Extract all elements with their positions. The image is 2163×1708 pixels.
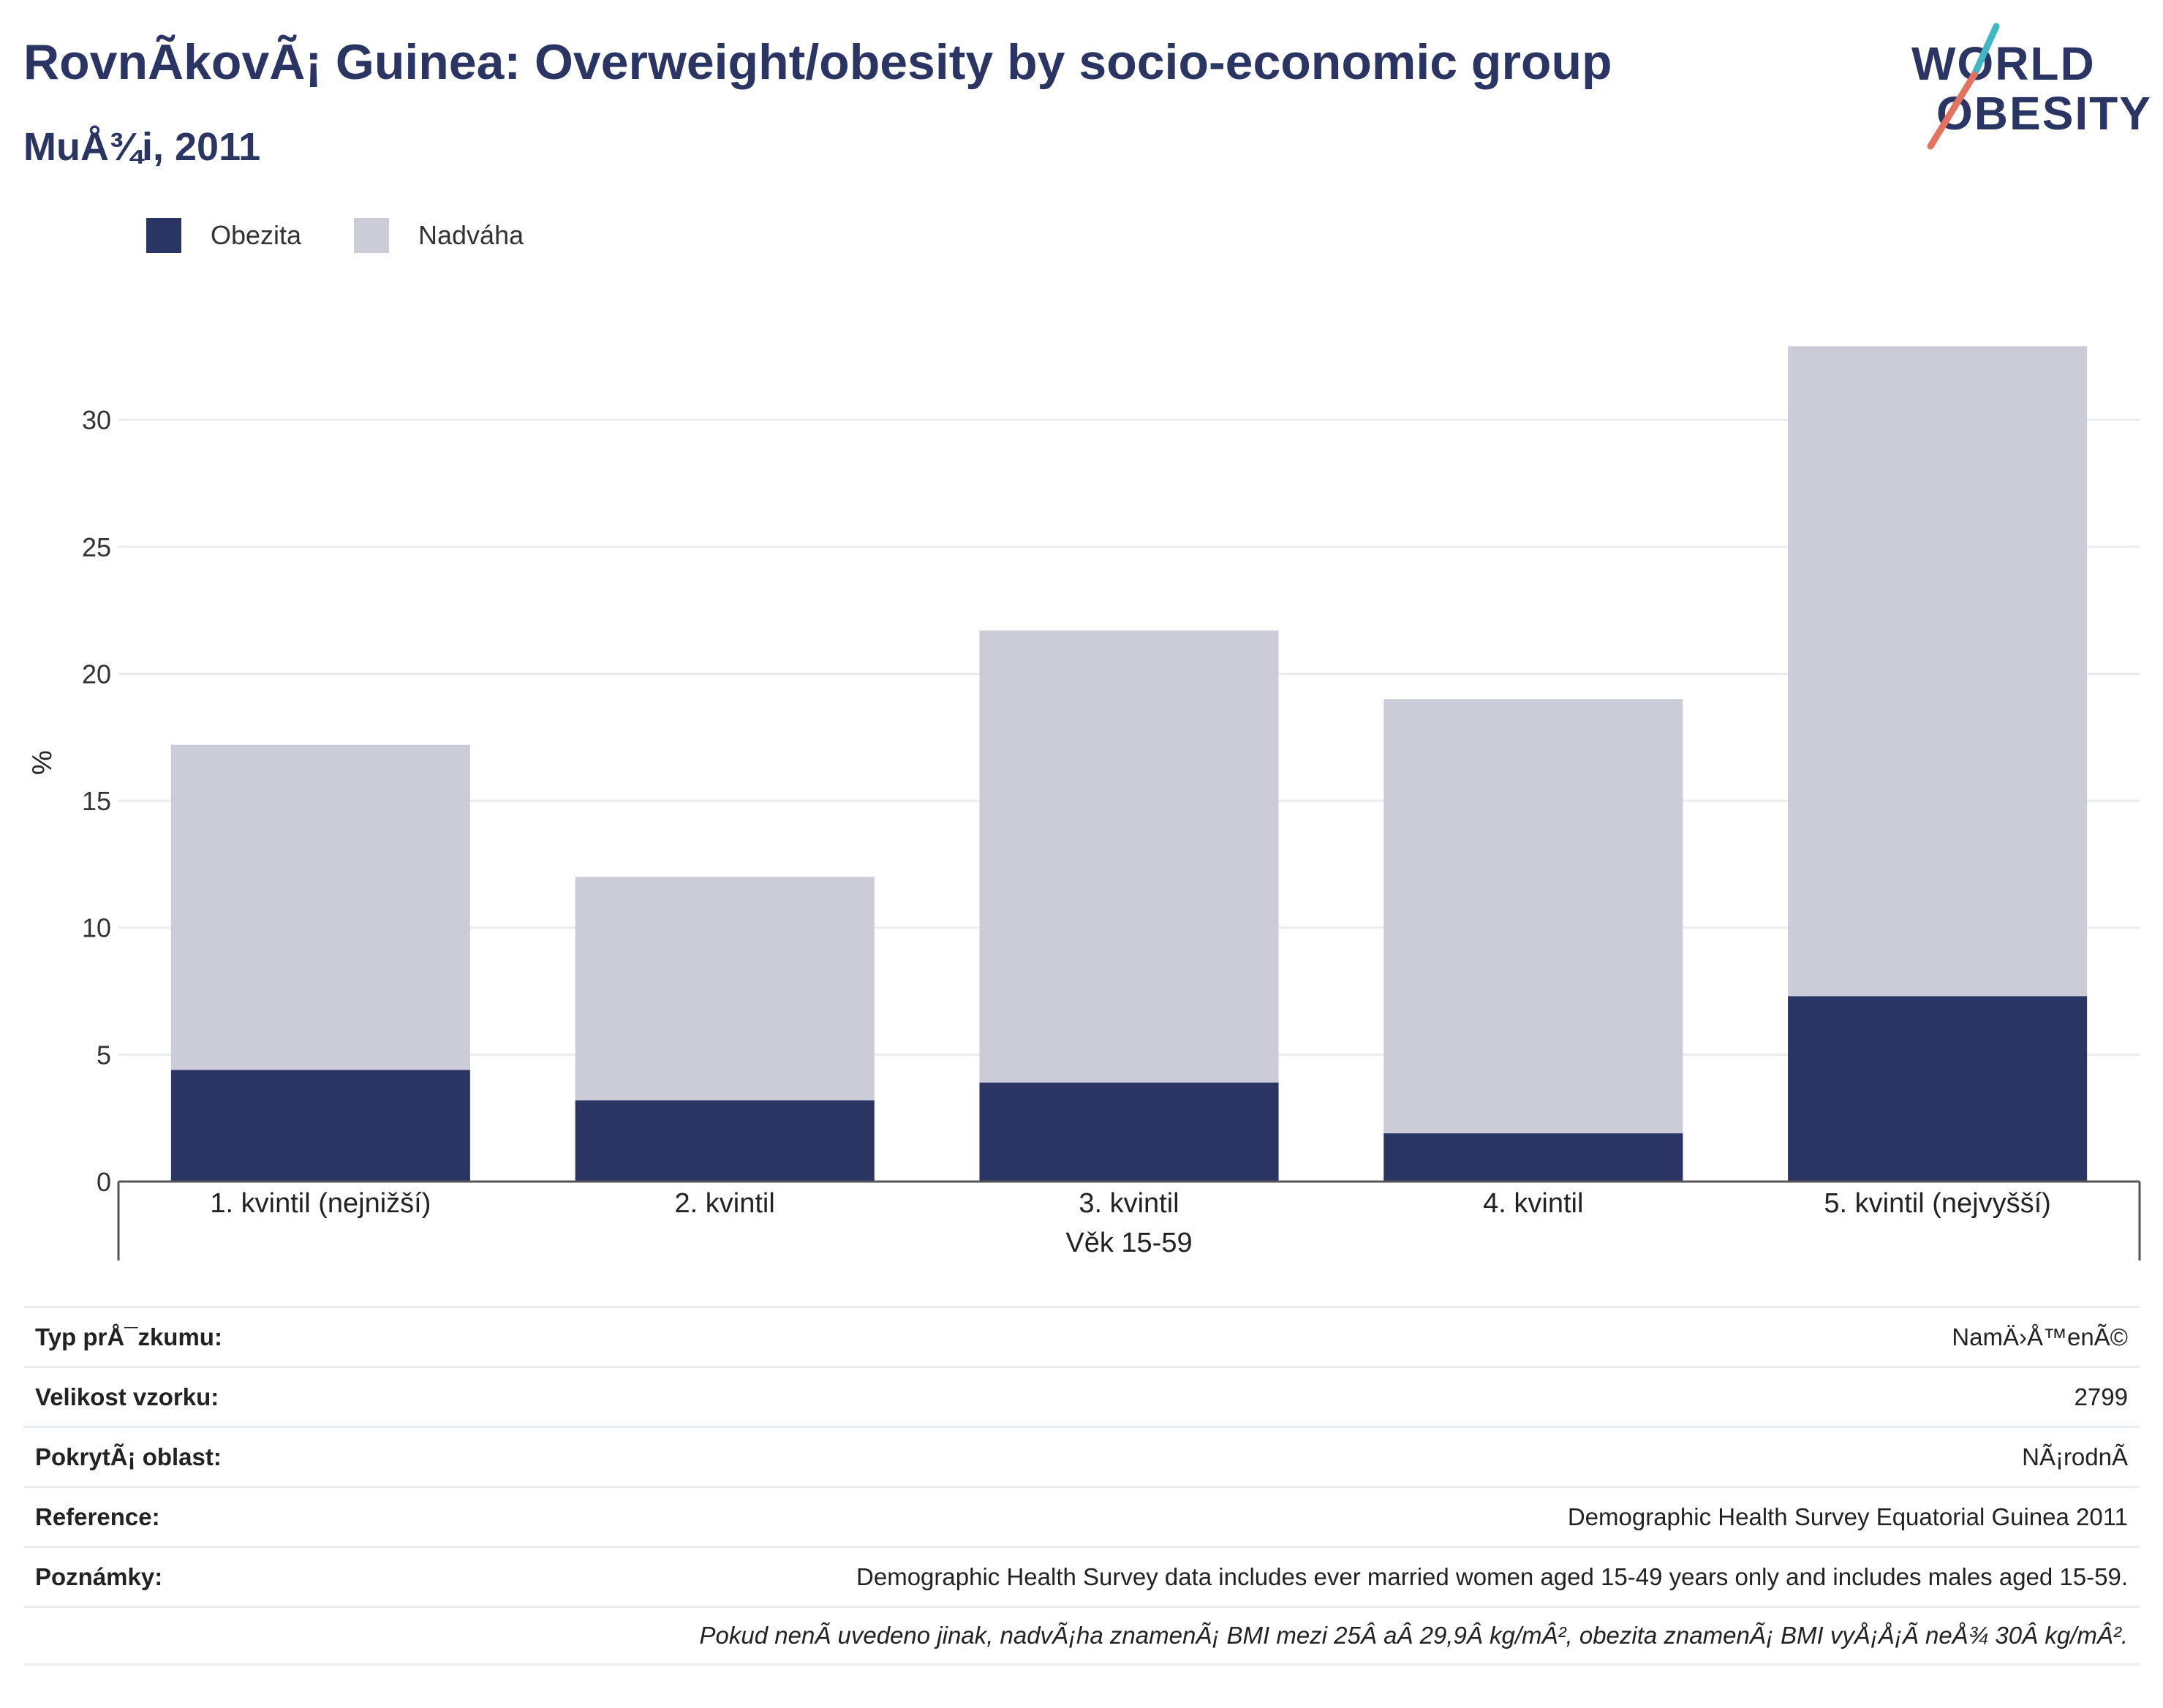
y-tick-label: 0: [97, 1167, 111, 1197]
info-value: NamÄ›Å™enÃ©: [1952, 1323, 2128, 1350]
stacked-bar-chart: 0 5 10 15 20 25 30 1. kvintil (nejnižší) 2. kvin…: [27, 346, 2141, 1261]
x-tick-label: 5. kvintil (nejvyšší): [1824, 1188, 2050, 1219]
bar-overweight: [575, 877, 875, 1100]
info-value: Demographic Health Survey Equatorial Gui…: [1567, 1503, 2128, 1530]
chart-bars: [170, 346, 2088, 1182]
chart-axes: [117, 1180, 2141, 1261]
x-tick-label: 3. kvintil: [1079, 1188, 1179, 1219]
bar-obesity: [1384, 1133, 1683, 1182]
info-label: Typ prÅ¯zkumu:: [35, 1323, 222, 1350]
bar-obesity: [170, 1070, 470, 1182]
bar-obesity: [575, 1100, 875, 1182]
legend-label-overweight: Nadváha: [418, 220, 524, 250]
info-row-sample-size: Velikost vzorku: 2799: [23, 1366, 2140, 1426]
logo-line-1: WORLD: [1911, 37, 2096, 90]
y-tick-label: 25: [82, 532, 111, 562]
info-label: PokrytÃ¡ oblast:: [35, 1443, 222, 1470]
info-row-notes: Poznámky: Demographic Health Survey data…: [23, 1546, 2140, 1606]
bar-obesity: [979, 1082, 1279, 1182]
info-row-survey-type: Typ prÅ¯zkumu: NamÄ›Å™enÃ©: [23, 1306, 2140, 1366]
bar-obesity: [1788, 996, 2088, 1182]
x-axis-title: Věk 15-59: [1065, 1228, 1192, 1258]
legend-item-overweight: Nadváha: [354, 218, 524, 253]
legend-label-obesity: Obezita: [211, 220, 302, 250]
footnote-text: Pokud nenÃ­ uvedeno jinak, nadvÃ¡ha znam…: [699, 1622, 2128, 1649]
info-value: Demographic Health Survey data includes …: [856, 1562, 2128, 1590]
bar-overweight: [1384, 699, 1683, 1134]
info-row-footnote: Pokud nenÃ­ uvedeno jinak, nadvÃ¡ha znam…: [23, 1606, 2140, 1666]
y-tick-label: 30: [82, 405, 111, 435]
info-label: Reference:: [35, 1503, 160, 1530]
info-label: Velikost vzorku:: [35, 1383, 219, 1410]
info-value: 2799: [2074, 1383, 2128, 1410]
chart-labels: 0 5 10 15 20 25 30 1. kvintil (nejnižší) 2. kvin…: [27, 405, 2051, 1258]
bar-overweight: [170, 744, 470, 1070]
survey-info-table: Typ prÅ¯zkumu: NamÄ›Å™enÃ© Velikost vzor…: [23, 1306, 2140, 1666]
page-subtitle: MuÅ¾i, 2011: [23, 125, 261, 169]
logo-slash-icon: [1927, 23, 2000, 150]
info-row-reference: Reference: Demographic Health Survey Equ…: [23, 1486, 2140, 1546]
world-obesity-logo: WORLD OBESITY: [1901, 22, 2151, 154]
bar-overweight: [1788, 346, 2088, 997]
y-axis-title: %: [27, 750, 58, 775]
y-tick-label: 15: [82, 786, 111, 816]
legend-swatch-overweight: [354, 218, 389, 253]
y-tick-label: 10: [82, 913, 111, 943]
page-title: RovnÃ­kovÃ¡ Guinea: Overweight/obesity b…: [23, 34, 1612, 90]
info-value: NÃ¡rodnÃ­: [2022, 1443, 2128, 1470]
legend-swatch-obesity: [146, 218, 181, 253]
logo-line-2: OBESITY: [1936, 87, 2152, 140]
info-row-coverage: PokrytÃ¡ oblast: NÃ¡rodnÃ­: [23, 1426, 2140, 1486]
y-tick-label: 20: [82, 659, 111, 689]
y-tick-label: 5: [97, 1040, 111, 1070]
bar-overweight: [979, 630, 1279, 1083]
info-label: Poznámky:: [35, 1562, 163, 1590]
x-tick-label: 4. kvintil: [1483, 1188, 1583, 1219]
x-tick-label: 2. kvintil: [675, 1188, 775, 1219]
x-tick-label: 1. kvintil (nejnižší): [210, 1188, 431, 1219]
legend-item-obesity: Obezita: [146, 218, 301, 253]
